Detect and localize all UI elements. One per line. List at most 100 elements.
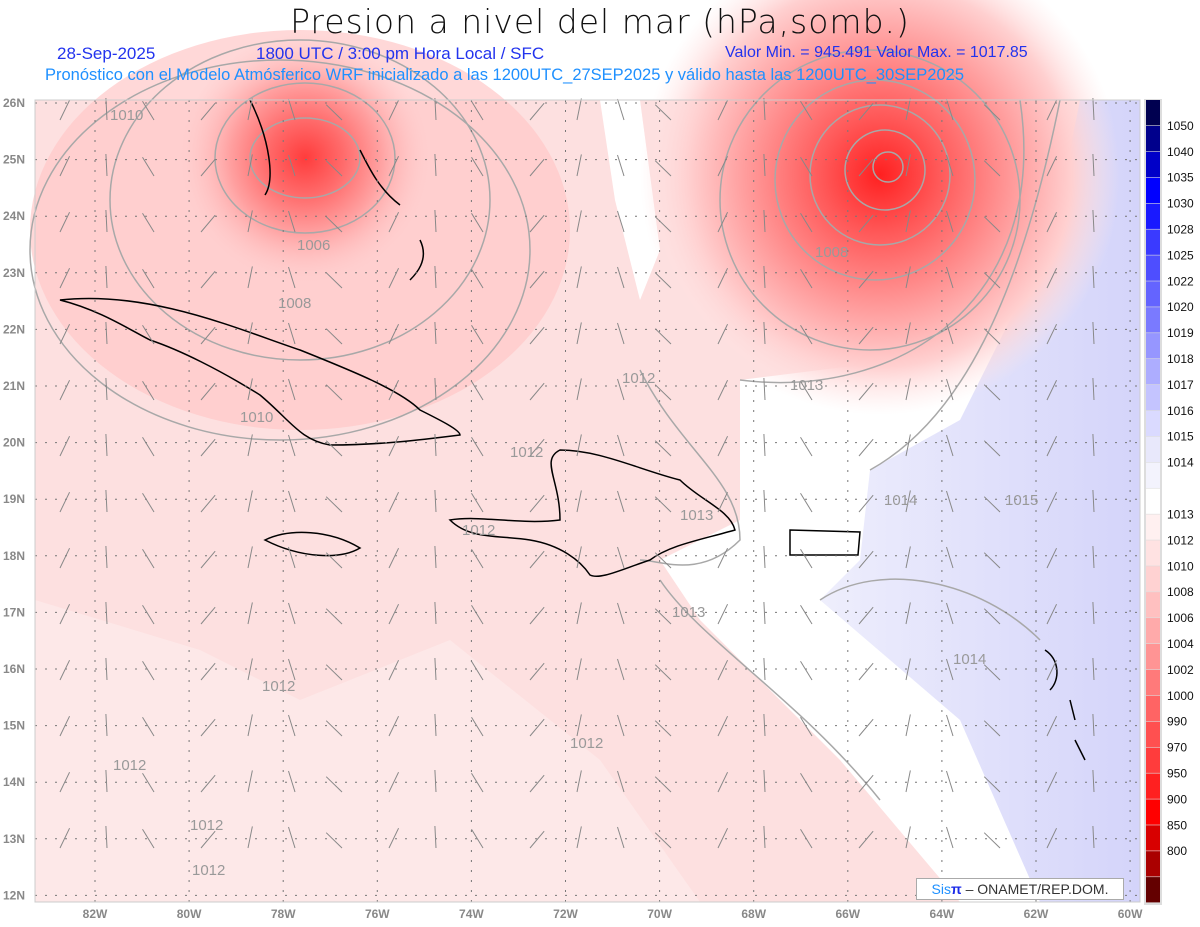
contour-label: 1015 — [1005, 492, 1038, 509]
wind-barb — [529, 102, 545, 121]
lat-label: 16N — [3, 662, 25, 676]
colorbar-label: 1002 — [1167, 663, 1194, 677]
wind-barb — [105, 210, 108, 233]
wind-barb — [200, 270, 216, 289]
wind-barb — [142, 660, 155, 681]
colorbar-swatch — [1146, 721, 1160, 747]
lat-label: 24N — [3, 209, 25, 223]
wind-barb — [59, 379, 71, 401]
lon-label: 64W — [930, 907, 955, 921]
lat-label: 18N — [3, 549, 25, 563]
wind-barb — [983, 216, 1001, 233]
wind-barb — [59, 491, 71, 513]
wind-barb — [905, 490, 911, 513]
cuba-coast — [59, 297, 461, 446]
wind-barb — [105, 322, 108, 345]
colorbar-label: 1013 — [1167, 507, 1194, 521]
wind-barb — [617, 770, 625, 793]
colorbar-swatch — [1146, 643, 1160, 670]
axes: 82W 80W 78W 76W 74W 72W 70W 68W 66W 64W 62W 60W 26N 2… — [3, 96, 1143, 921]
wind-barb — [325, 384, 343, 401]
wind-barb — [288, 322, 296, 345]
wind-barb — [983, 328, 1001, 345]
wind-barb — [654, 608, 672, 625]
jamaica-coast — [263, 531, 362, 557]
colorbar-swatch — [1146, 877, 1160, 903]
lat-label: 21N — [3, 379, 25, 393]
wind-barb — [434, 210, 437, 233]
wind-barb — [858, 158, 874, 177]
wind-barb — [763, 826, 766, 849]
contour-label: 1013 — [790, 377, 823, 394]
wind-barb — [388, 211, 400, 233]
wind-barb — [59, 267, 71, 289]
wind-barb — [654, 440, 672, 457]
wind-barb — [105, 266, 108, 289]
wind-barb — [288, 154, 296, 177]
colorbar-label: 1012 — [1167, 533, 1194, 547]
wind-barb — [388, 771, 400, 793]
wind-barb — [142, 100, 155, 121]
wind-barb — [717, 715, 729, 737]
lat-label: 26N — [3, 96, 25, 110]
colorbar-label: 1006 — [1167, 611, 1194, 625]
wind-barb — [905, 266, 911, 289]
wind-barb — [858, 102, 874, 121]
wind-barbs — [59, 98, 1095, 849]
lon-label: 70W — [647, 907, 672, 921]
wind-barb — [434, 770, 437, 793]
lat-label: 13N — [3, 832, 25, 846]
colorbar: 1050 1040 1035 1030 1028 1025 1022 1020 1019 1018… — [1144, 99, 1194, 905]
wind-barb — [105, 154, 108, 177]
min-max-values: Valor Min. = 945.491 Valor Max. = 1017.8… — [725, 44, 1028, 61]
wind-barb — [529, 494, 545, 513]
lat-label: 25N — [3, 153, 25, 167]
credit-legend: Sisπ – ONAMET/REP.DOM. — [916, 878, 1124, 900]
colorbar-label: 1016 — [1167, 404, 1194, 418]
wind-barb — [576, 490, 582, 513]
wind-barb — [388, 603, 400, 625]
wind-barb — [434, 658, 437, 681]
wind-barb — [388, 435, 400, 457]
wind-barb — [105, 434, 108, 457]
wind-barb — [717, 827, 729, 849]
wind-barb — [576, 826, 582, 849]
wind-barb — [59, 211, 71, 233]
wind-barb — [288, 98, 296, 121]
wind-barb — [717, 155, 729, 177]
wind-barb — [576, 210, 582, 233]
wind-barb — [946, 826, 954, 849]
wind-barb — [905, 434, 911, 457]
lat-label: 20N — [3, 436, 25, 450]
wind-barb — [800, 660, 813, 681]
wind-barb — [905, 378, 911, 401]
colorbar-label: 1030 — [1167, 197, 1194, 211]
wind-barb — [905, 322, 911, 345]
wind-barb — [1046, 379, 1058, 401]
wind-barb — [800, 548, 813, 569]
wind-barb — [983, 496, 1001, 513]
wind-barb — [763, 490, 766, 513]
wind-barb — [576, 602, 582, 625]
wind-barb — [325, 832, 343, 849]
wind-barb — [983, 776, 1001, 793]
wind-barb — [654, 104, 672, 121]
lat-label: 15N — [3, 719, 25, 733]
wind-barb — [946, 154, 954, 177]
wind-barb — [434, 490, 437, 513]
wind-barb — [142, 828, 155, 849]
wind-barb — [247, 98, 253, 121]
wind-barb — [654, 552, 672, 569]
wind-barb — [325, 552, 343, 569]
wind-barb — [434, 378, 437, 401]
colorbar-label: 1008 — [1167, 585, 1194, 599]
wind-barb — [800, 828, 813, 849]
wind-barb — [858, 438, 874, 457]
wind-barb — [325, 664, 343, 681]
wind-barb — [905, 770, 911, 793]
wind-barb — [59, 435, 71, 457]
wind-barb — [905, 826, 911, 849]
wind-barb — [325, 776, 343, 793]
wind-barb — [946, 266, 954, 289]
wind-barb — [617, 98, 625, 121]
